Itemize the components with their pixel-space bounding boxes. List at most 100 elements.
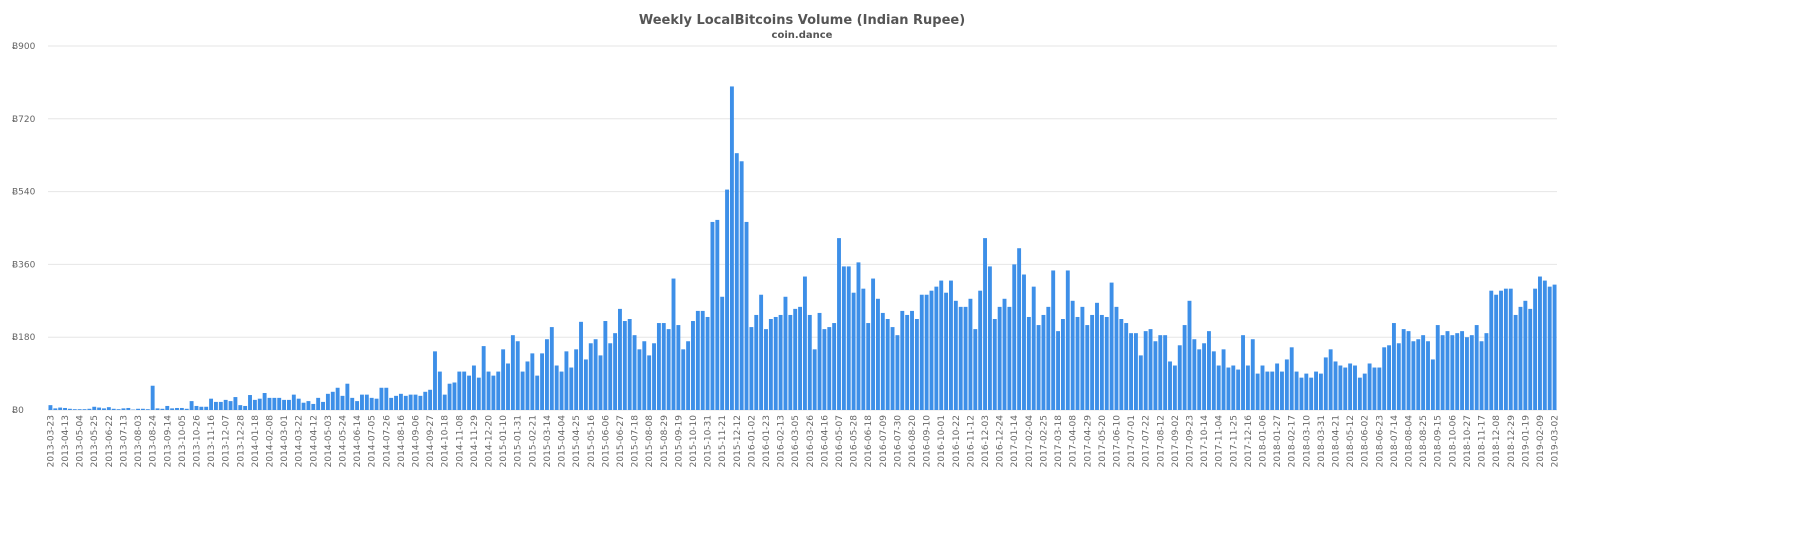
bar bbox=[379, 387, 384, 410]
bar bbox=[622, 321, 627, 410]
bar bbox=[1353, 365, 1357, 410]
bar bbox=[953, 300, 958, 410]
bar bbox=[1075, 316, 1080, 410]
x-tick-label: 2019-01-19 bbox=[1521, 415, 1531, 468]
x-tick-label: 2018-05-12 bbox=[1346, 415, 1356, 467]
bar bbox=[1552, 284, 1557, 410]
bar bbox=[501, 349, 506, 410]
bar bbox=[705, 316, 710, 410]
bar bbox=[934, 286, 939, 410]
bar bbox=[82, 409, 87, 410]
bar bbox=[656, 323, 661, 410]
x-tick-label: 2015-10-10 bbox=[689, 415, 699, 468]
bar bbox=[846, 266, 851, 410]
bar bbox=[442, 394, 447, 410]
bar bbox=[287, 399, 291, 410]
y-tick-label: Ƀ720 bbox=[12, 115, 36, 125]
bar bbox=[1085, 325, 1090, 410]
bar bbox=[1168, 361, 1172, 410]
bar bbox=[423, 391, 428, 410]
x-tick-label: 2018-08-04 bbox=[1405, 415, 1415, 468]
bar bbox=[92, 406, 97, 410]
x-tick-label: 2018-10-06 bbox=[1448, 415, 1458, 468]
bar bbox=[282, 399, 287, 410]
bar bbox=[418, 395, 423, 410]
bar bbox=[1499, 290, 1503, 410]
y-tick-label: Ƀ0 bbox=[12, 406, 24, 416]
bar bbox=[861, 288, 866, 410]
x-tick-label: 2014-03-22 bbox=[295, 415, 305, 467]
x-tick-label: 2017-09-23 bbox=[1185, 415, 1195, 467]
bar bbox=[1056, 331, 1061, 410]
x-tick-label: 2015-04-04 bbox=[558, 415, 568, 468]
x-tick-label: 2018-10-27 bbox=[1463, 415, 1473, 467]
x-tick-label: 2016-12-03 bbox=[981, 415, 991, 467]
bar bbox=[880, 312, 885, 410]
bar bbox=[588, 343, 593, 410]
bar bbox=[910, 310, 914, 410]
bar bbox=[1202, 343, 1207, 410]
bar bbox=[1109, 282, 1114, 410]
bar bbox=[739, 161, 744, 410]
bar bbox=[1241, 335, 1245, 410]
bar bbox=[1314, 371, 1318, 410]
x-tick-label: 2014-11-29 bbox=[470, 415, 480, 468]
x-tick-label: 2015-01-10 bbox=[499, 415, 509, 468]
bar bbox=[613, 333, 618, 410]
bar bbox=[360, 394, 364, 410]
bar bbox=[510, 335, 515, 410]
bar bbox=[481, 346, 486, 410]
bar bbox=[471, 365, 476, 410]
bar bbox=[213, 401, 218, 410]
bar bbox=[1343, 367, 1348, 410]
bar bbox=[335, 387, 340, 410]
bar bbox=[1046, 306, 1051, 410]
x-tick-label: 2017-07-22 bbox=[1142, 415, 1152, 467]
bar bbox=[262, 393, 267, 410]
bar bbox=[155, 408, 160, 410]
bar bbox=[1450, 335, 1455, 410]
bar bbox=[1367, 363, 1372, 410]
bar bbox=[900, 310, 905, 410]
bar bbox=[106, 407, 111, 410]
x-tick-label: 2013-09-14 bbox=[163, 415, 173, 468]
bar bbox=[691, 321, 695, 410]
x-tick-label: 2016-07-09 bbox=[879, 415, 889, 468]
bar bbox=[457, 371, 462, 410]
x-tick-label: 2018-02-17 bbox=[1288, 415, 1298, 467]
bar bbox=[301, 402, 306, 410]
bar bbox=[652, 343, 656, 410]
bar bbox=[944, 292, 949, 410]
x-tick-label: 2014-11-08 bbox=[455, 415, 465, 468]
x-tick-label: 2017-12-16 bbox=[1244, 415, 1254, 468]
bar bbox=[598, 355, 603, 410]
bar bbox=[189, 401, 194, 410]
bar bbox=[116, 409, 121, 410]
x-tick-label: 2016-05-28 bbox=[850, 415, 860, 468]
x-tick-label: 2019-03-02 bbox=[1551, 415, 1561, 467]
bar bbox=[1012, 264, 1017, 410]
bar bbox=[1426, 341, 1430, 410]
bar bbox=[350, 397, 355, 410]
x-tick-label: 2015-12-12 bbox=[733, 415, 743, 467]
bar bbox=[233, 397, 238, 410]
bar bbox=[525, 361, 530, 410]
bar bbox=[983, 238, 987, 410]
bar bbox=[150, 385, 155, 410]
bar bbox=[126, 407, 131, 410]
bar bbox=[1192, 339, 1197, 410]
bar bbox=[608, 343, 613, 410]
bar bbox=[491, 375, 496, 410]
x-tick-label: 2018-04-21 bbox=[1332, 415, 1342, 467]
bar bbox=[1299, 377, 1304, 410]
bar bbox=[851, 292, 856, 410]
bar bbox=[992, 319, 997, 410]
bar bbox=[544, 339, 549, 410]
bar bbox=[394, 395, 398, 410]
x-tick-label: 2016-10-01 bbox=[937, 415, 947, 467]
bar bbox=[569, 367, 574, 410]
bar bbox=[895, 335, 900, 410]
x-tick-label: 2017-09-02 bbox=[1171, 415, 1181, 467]
bar bbox=[1002, 298, 1007, 410]
